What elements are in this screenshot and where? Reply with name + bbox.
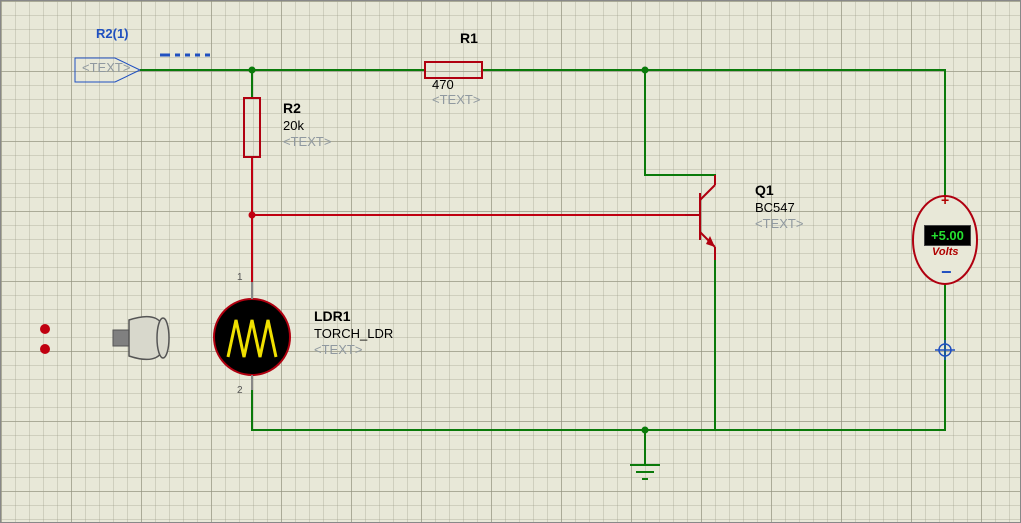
origin-marker (935, 340, 955, 360)
q1-text: <TEXT> (755, 216, 803, 231)
probe-net-label: R2(1) (96, 26, 129, 41)
ldr1-text: <TEXT> (314, 342, 362, 357)
ldr1-pin1: 1 (237, 272, 243, 283)
voltmeter-minus: − (941, 262, 952, 283)
q1-ref: Q1 (755, 182, 774, 198)
animation-indicator-dots (40, 324, 50, 354)
voltmeter-unit: Volts (932, 246, 959, 258)
schematic-canvas (0, 0, 1021, 523)
net-wires-red (252, 157, 685, 282)
component-r2[interactable] (244, 98, 260, 157)
ldr1-pin2: 2 (237, 385, 243, 396)
component-q1[interactable] (685, 175, 715, 260)
r2-value: 20k (283, 118, 304, 133)
r1-ref: R1 (460, 30, 478, 46)
r2-ref: R2 (283, 100, 301, 116)
ldr1-ref: LDR1 (314, 308, 351, 324)
junction-dots (249, 67, 649, 434)
ground-symbol (630, 465, 660, 479)
r2-text: <TEXT> (283, 134, 331, 149)
probe-text-placeholder: <TEXT> (82, 60, 130, 75)
component-ldr1[interactable] (214, 282, 290, 390)
r1-value: 470 (432, 77, 454, 92)
torch-icon[interactable] (113, 317, 169, 360)
q1-value: BC547 (755, 200, 795, 215)
component-r1[interactable] (425, 62, 482, 78)
r1-text: <TEXT> (432, 92, 480, 107)
ldr1-value: TORCH_LDR (314, 326, 393, 341)
voltmeter-plus: + (941, 192, 949, 208)
voltmeter-reading: +5.00 (924, 225, 971, 246)
